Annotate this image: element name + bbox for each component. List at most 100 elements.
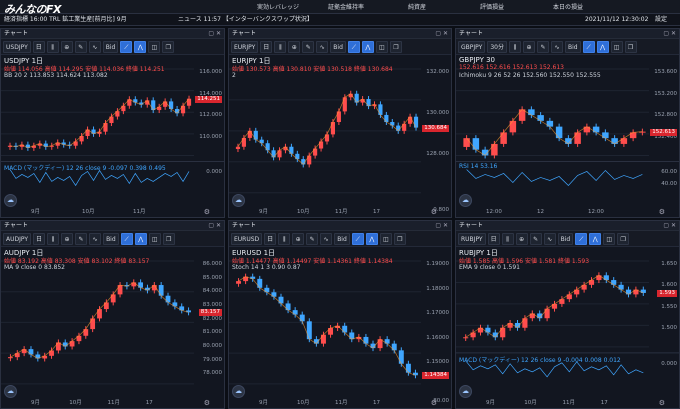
draw-tool-icon[interactable]: ✎ [302, 40, 315, 53]
nav-pl[interactable]: 評価損益 [480, 4, 505, 11]
window-controls[interactable]: ▢ ✕ [208, 30, 221, 37]
news-ticker[interactable]: ニュース 11:57 【インターバンクスワップ状況】 [178, 16, 313, 23]
period-select[interactable]: 日 [260, 40, 273, 53]
candle-type-icon[interactable]: ⫼ [47, 232, 60, 245]
window-controls[interactable]: ▢ ✕ [435, 222, 448, 229]
line-chart-icon[interactable]: ⟋ [582, 40, 595, 53]
camera-icon[interactable]: ◫ [148, 232, 161, 245]
plot-area[interactable]: EURUSD 1日 始値 1.14477 高値 1.14497 安値 1.1436… [229, 247, 451, 408]
plot-area[interactable]: USDJPY 1日 始値 114.056 高値 114.295 安値 114.03… [1, 55, 224, 217]
window-controls[interactable]: ▢ ✕ [663, 222, 676, 229]
plot-area[interactable]: GBPJPY 30 152.616 152.616 152.613 152.613… [456, 55, 679, 217]
add-icon[interactable]: ⊕ [60, 40, 73, 53]
period-select[interactable]: 日 [264, 232, 277, 245]
copy-icon[interactable]: ❐ [162, 232, 175, 245]
symbol-select[interactable]: EURUSD [231, 232, 263, 245]
candle-type-icon[interactable]: ⫼ [278, 232, 291, 245]
cloud-icon[interactable]: ☁ [232, 385, 245, 398]
chart-panel[interactable]: チャート ▢ ✕ AUDJPY 日 ⫼ ⊕ ✎ ∿ Bid ⟋ ⋀ ◫ ❐ AUD… [0, 220, 225, 409]
draw-tool-icon[interactable]: ✎ [74, 40, 87, 53]
nav-leverage[interactable]: 実効レバレッジ [257, 4, 300, 11]
tech-indicator-icon[interactable]: ⋀ [365, 232, 378, 245]
line-chart-icon[interactable]: ⟋ [120, 232, 133, 245]
indicator-icon[interactable]: ∿ [89, 232, 102, 245]
symbol-select[interactable]: RUBJPY [458, 232, 486, 245]
indicator-icon[interactable]: ∿ [543, 232, 556, 245]
window-controls[interactable]: ▢ ✕ [208, 222, 221, 229]
bid-select[interactable]: Bid [103, 232, 119, 245]
line-chart-icon[interactable]: ⟋ [351, 232, 364, 245]
plot-area[interactable]: EURJPY 1日 始値 130.573 高値 130.810 安値 130.51… [229, 55, 451, 217]
chart-panel[interactable]: チャート ▢ ✕ EURJPY 日 ⫼ ⊕ ✎ ∿ Bid ⟋ ⋀ ◫ ❐ EUR… [228, 28, 452, 218]
tech-indicator-icon[interactable]: ⋀ [134, 40, 147, 53]
indicator-icon[interactable]: ∿ [88, 40, 101, 53]
period-select[interactable]: 日 [32, 40, 45, 53]
bid-select[interactable]: Bid [102, 40, 119, 53]
chart-panel[interactable]: チャート ▢ ✕ GBPJPY 30分 ⫼ ⊕ ✎ ∿ Bid ⟋ ⋀ ◫ ❐ G… [455, 28, 680, 218]
camera-icon[interactable]: ◫ [375, 40, 388, 53]
gear-icon[interactable]: ⚙ [658, 208, 665, 216]
add-icon[interactable]: ⊕ [522, 40, 535, 53]
line-chart-icon[interactable]: ⟋ [120, 40, 133, 53]
candle-type-icon[interactable]: ⫼ [501, 232, 514, 245]
line-chart-icon[interactable]: ⟋ [347, 40, 360, 53]
bid-select[interactable]: Bid [557, 232, 574, 245]
indicator-icon[interactable]: ∿ [320, 232, 333, 245]
copy-icon[interactable]: ❐ [162, 40, 175, 53]
gear-icon[interactable]: ⚙ [430, 208, 437, 216]
nav-margin-ratio[interactable]: 証拠金維持率 [328, 4, 365, 11]
draw-tool-icon[interactable]: ✎ [75, 232, 88, 245]
camera-icon[interactable]: ◫ [610, 40, 623, 53]
tech-indicator-icon[interactable]: ⋀ [134, 232, 147, 245]
cloud-icon[interactable]: ☁ [232, 194, 245, 207]
bid-select[interactable]: Bid [330, 40, 346, 53]
nav-today-pl[interactable]: 本日の損益 [553, 4, 584, 11]
add-icon[interactable]: ⊕ [515, 232, 528, 245]
chart-panel[interactable]: チャート ▢ ✕ EURUSD 日 ⫼ ⊕ ✎ ∿ Bid ⟋ ⋀ ◫ ❐ EUR… [228, 220, 452, 409]
cloud-icon[interactable]: ☁ [4, 385, 17, 398]
gear-icon[interactable]: ⚙ [658, 399, 665, 407]
gear-icon[interactable]: ⚙ [203, 208, 210, 216]
copy-icon[interactable]: ❐ [617, 232, 630, 245]
symbol-select[interactable]: USDJPY [3, 40, 31, 53]
period-select[interactable]: 日 [33, 232, 46, 245]
indicator-icon[interactable]: ∿ [550, 40, 563, 53]
draw-tool-icon[interactable]: ✎ [529, 232, 542, 245]
bid-select[interactable]: Bid [334, 232, 350, 245]
add-icon[interactable]: ⊕ [61, 232, 74, 245]
gear-icon[interactable]: ⚙ [203, 399, 210, 407]
tech-indicator-icon[interactable]: ⋀ [361, 40, 374, 53]
symbol-select[interactable]: GBPJPY [458, 40, 486, 53]
period-select[interactable]: 日 [487, 232, 500, 245]
cloud-icon[interactable]: ☁ [459, 194, 472, 207]
line-chart-icon[interactable]: ⟋ [575, 232, 588, 245]
draw-tool-icon[interactable]: ✎ [306, 232, 319, 245]
add-icon[interactable]: ⊕ [292, 232, 305, 245]
tech-indicator-icon[interactable]: ⋀ [596, 40, 609, 53]
cloud-icon[interactable]: ☁ [459, 385, 472, 398]
chart-panel[interactable]: チャート ▢ ✕ USDJPY 日 ⫼ ⊕ ✎ ∿ Bid ⟋ ⋀ ◫ ❐ USD… [0, 28, 225, 218]
gear-icon[interactable]: ⚙ [430, 399, 437, 407]
add-icon[interactable]: ⊕ [288, 40, 301, 53]
camera-icon[interactable]: ◫ [603, 232, 616, 245]
copy-icon[interactable]: ❐ [389, 40, 402, 53]
nav-net-assets[interactable]: 純資産 [408, 4, 427, 11]
cloud-icon[interactable]: ☁ [4, 194, 17, 207]
plot-area[interactable]: RUBJPY 1日 始値 1.585 高値 1.596 安値 1.581 終値 1… [456, 247, 679, 408]
period-select[interactable]: 30分 [487, 40, 507, 53]
candle-type-icon[interactable]: ⫼ [508, 40, 521, 53]
draw-tool-icon[interactable]: ✎ [536, 40, 549, 53]
settings-button[interactable]: 設定 [655, 16, 668, 23]
tech-indicator-icon[interactable]: ⋀ [589, 232, 602, 245]
camera-icon[interactable]: ◫ [148, 40, 161, 53]
economic-indicator[interactable]: 経済指標 16:00 TRL 鉱工業生産[前月比] 9月 [4, 16, 127, 23]
symbol-select[interactable]: EURJPY [231, 40, 259, 53]
window-controls[interactable]: ▢ ✕ [663, 30, 676, 37]
candle-type-icon[interactable]: ⫼ [274, 40, 287, 53]
window-controls[interactable]: ▢ ✕ [435, 30, 448, 37]
chart-panel[interactable]: チャート ▢ ✕ RUBJPY 日 ⫼ ⊕ ✎ ∿ Bid ⟋ ⋀ ◫ ❐ RUB… [455, 220, 680, 409]
indicator-icon[interactable]: ∿ [316, 40, 329, 53]
camera-icon[interactable]: ◫ [379, 232, 392, 245]
plot-area[interactable]: AUDJPY 1日 始値 83.192 高値 83.308 安値 83.102 終… [1, 247, 224, 408]
bid-select[interactable]: Bid [564, 40, 581, 53]
